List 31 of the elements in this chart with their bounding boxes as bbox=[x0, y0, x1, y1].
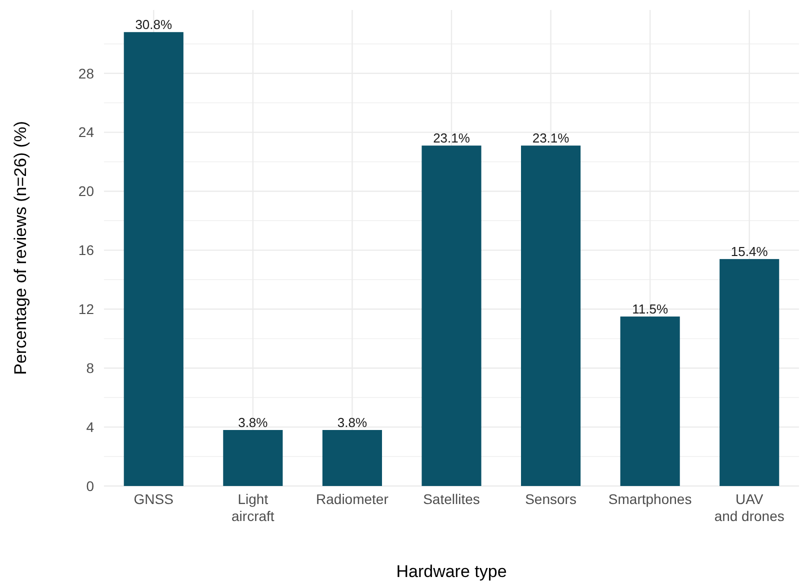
data-label: 15.4% bbox=[730, 244, 768, 260]
y-tick-label: 16 bbox=[78, 242, 94, 258]
bar bbox=[422, 146, 482, 486]
data-label: 11.5% bbox=[632, 302, 668, 317]
y-tick-label: 4 bbox=[86, 418, 94, 435]
bar bbox=[223, 430, 283, 486]
bar bbox=[620, 316, 680, 486]
y-tick-label: 28 bbox=[78, 65, 94, 82]
x-tick-label: UAV and drones bbox=[714, 491, 784, 524]
x-tick-label: Sensors bbox=[525, 491, 576, 507]
x-axis-title: Hardware type bbox=[396, 562, 507, 581]
bar bbox=[720, 259, 780, 486]
data-label: 3.8% bbox=[238, 415, 268, 430]
y-tick-label: 8 bbox=[86, 360, 94, 376]
bar bbox=[521, 146, 581, 486]
data-label: 30.8% bbox=[135, 17, 173, 32]
x-tick-label: GNSS bbox=[134, 491, 174, 507]
data-label: 23.1% bbox=[433, 130, 470, 146]
x-tick-label: Radiometer bbox=[316, 491, 389, 507]
y-axis-title: Percentage of reviews (n=26) (%) bbox=[11, 121, 30, 375]
y-tick-label: 24 bbox=[78, 124, 94, 140]
x-tick-label: Smartphones bbox=[608, 491, 692, 507]
y-tick-label: 12 bbox=[78, 301, 94, 318]
bar bbox=[322, 430, 382, 486]
bar bbox=[124, 32, 184, 486]
data-label: 3.8% bbox=[337, 415, 368, 430]
y-tick-label: 0 bbox=[86, 478, 94, 494]
x-tick-label: Satellites bbox=[423, 491, 480, 507]
y-tick-label: 20 bbox=[78, 183, 94, 200]
data-label: 23.1% bbox=[532, 130, 570, 146]
x-tick-label: Light aircraft bbox=[232, 491, 274, 524]
